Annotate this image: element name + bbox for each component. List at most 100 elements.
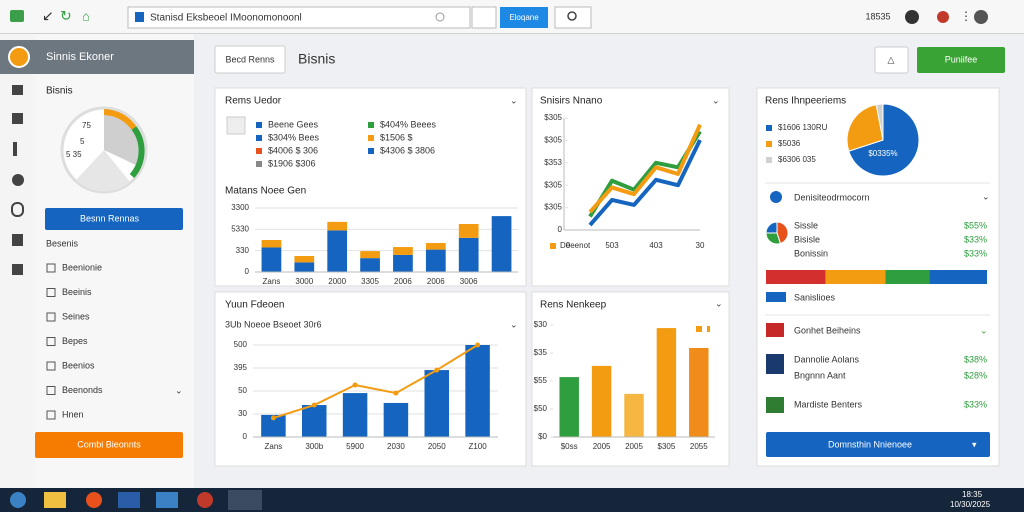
icon-button[interactable] [874,46,909,74]
x-tick-label: $305 [658,442,676,451]
panel-button-caret: ▾ [972,439,977,449]
item-icon [46,386,56,395]
chevron[interactable]: ⌄ [175,385,183,395]
gauge-label: 5 [80,137,85,146]
y-tick-label: $353 [544,158,562,167]
sidebar-primary-button[interactable] [45,208,183,230]
header-action[interactable] [917,47,1005,73]
chevron[interactable]: ⌄ [510,95,518,105]
sidebar-action-button[interactable] [35,432,183,458]
home[interactable]: ⌂ [82,8,90,23]
address-bar[interactable] [127,6,471,29]
rail-icon[interactable] [12,264,23,275]
task-icon[interactable] [197,492,213,508]
header-button-label: Becd Renns [225,54,275,64]
x-tick-label: 2006 [394,277,412,286]
page-title: Bisnis [298,51,335,67]
header-button[interactable] [214,45,286,74]
sidebar-item[interactable]: Beenios [62,360,95,370]
x-tick-label: 2055 [690,442,708,451]
y-tick-label: $0 [538,432,547,441]
start-button[interactable] [10,492,26,508]
y-tick-label: 0 [245,267,250,276]
task-icon[interactable] [156,492,178,508]
sidebar-item[interactable]: Bepes [62,336,88,346]
bar [559,377,579,437]
rail-icon[interactable] [12,113,23,124]
bar [342,393,368,437]
bar [393,247,413,255]
line-point [270,415,276,421]
y-tick-label: 330 [236,246,250,255]
star-button[interactable] [471,6,497,29]
sidebar-primary-label: Besnn Rennas [80,213,140,223]
legend-label: $6306 035 [778,155,816,164]
back[interactable]: ↙ [42,8,54,24]
chevron[interactable]: ⌄ [510,319,518,329]
task-icon[interactable] [228,490,262,510]
menu[interactable]: ⋮ [960,9,972,23]
chevron[interactable]: ⌄ [712,95,720,105]
sidebar-item[interactable]: Beenonds [62,385,103,395]
rail-icon[interactable] [12,174,24,186]
bar [360,258,380,272]
x-tick-label: $0ss [561,442,578,451]
sidebar-item[interactable]: Hnen [62,409,84,419]
pie-slice [765,221,778,234]
y-tick-label: $305 [544,203,562,212]
avatar[interactable] [937,11,949,23]
rail-icon[interactable] [12,85,23,95]
x-tick-label: 2000 [328,277,346,286]
logo [8,46,30,68]
y-tick-label: 5330 [231,224,249,233]
section-icon [770,191,782,203]
bar [383,402,409,437]
bar [261,247,282,272]
line [273,344,479,419]
sidebar-item[interactable]: Seines [62,311,90,321]
x-tick-label: 30 [696,241,705,250]
legend-label: Beene Gees [268,119,319,129]
row-icon [766,397,784,413]
y-tick-label: 0 [243,432,248,441]
rail-icon[interactable] [12,234,23,246]
chevron[interactable]: ⌄ [982,191,990,201]
chevron[interactable]: ⌄ [980,325,988,335]
profile-icon[interactable] [905,10,919,24]
clock-date: 10/30/2025 [950,500,991,509]
y-tick-label: $305 [544,180,562,189]
bar [465,345,490,437]
go-button[interactable] [500,7,548,28]
app-icon[interactable] [10,10,24,22]
task-icon[interactable] [86,492,102,508]
rail-icon[interactable] [13,142,17,156]
chevron[interactable]: ⌄ [715,298,723,308]
line-point [475,342,481,348]
filter-box[interactable] [226,116,246,135]
panel-button[interactable] [766,432,990,457]
y-tick-label: 500 [234,340,248,349]
reload[interactable]: ↻ [60,8,72,24]
sidebar-item[interactable]: Beenionie [62,262,102,272]
bar-segment [885,270,930,284]
task-icon[interactable] [118,492,140,508]
sidebar-group: Besenis [46,238,79,248]
stat-label: Sissle [794,220,818,230]
task-icon[interactable] [44,492,66,508]
close-icon[interactable] [974,10,988,24]
chart-title: 3Ub Noeoe Bseoet 30r6 [225,319,322,329]
gauge-arc [129,126,145,178]
bar [656,328,677,437]
gauge-base [76,150,130,192]
sidebar-item[interactable]: Beeinis [62,287,92,297]
x-tick-label: 403 [649,241,663,250]
chart-title: Matans Noee Gen [225,186,306,197]
x-tick-label: 2030 [387,442,405,451]
refresh-icon[interactable] [435,12,445,22]
bar [458,237,479,272]
rail-icon[interactable] [11,202,24,217]
bar [689,347,709,437]
search-button[interactable] [554,6,592,29]
legend-swatch [696,326,702,332]
gauge-label: 5 35 [66,150,82,159]
